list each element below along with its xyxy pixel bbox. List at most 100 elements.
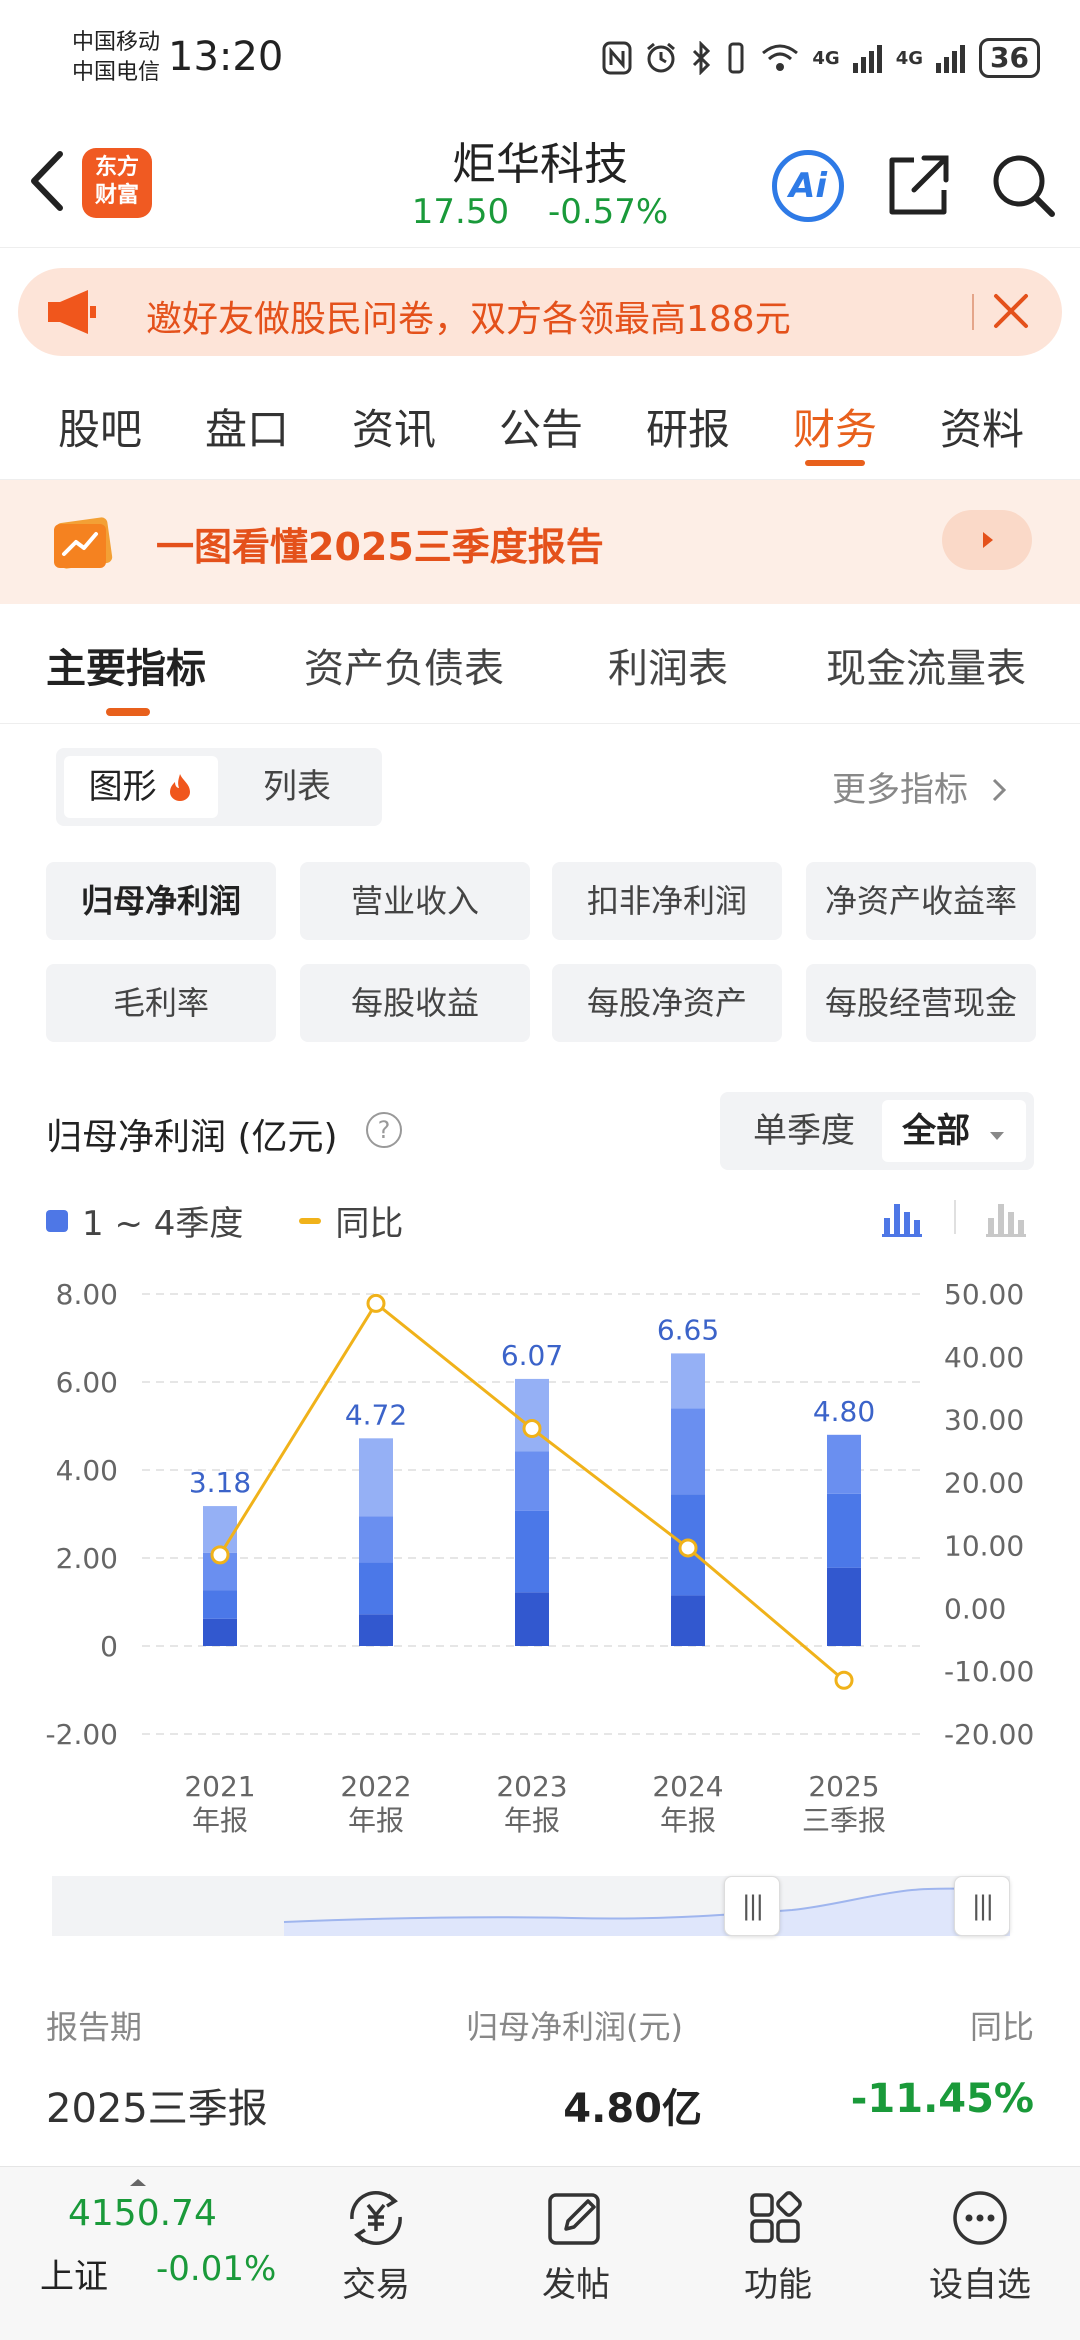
legend-line-swatch	[299, 1217, 322, 1224]
index-name[interactable]: 上证	[40, 2257, 108, 2297]
metric-chip-revenue[interactable]: 营业收入	[300, 862, 530, 940]
help-icon[interactable]: ?	[366, 1112, 402, 1148]
metric-chip-gross-margin[interactable]: 毛利率	[46, 964, 276, 1042]
bar-chart-icon[interactable]	[984, 1196, 1028, 1240]
yoy-point	[366, 1293, 386, 1313]
bar-total-label: 4.80	[813, 1395, 875, 1428]
tab-pankou[interactable]: 盘口	[187, 396, 307, 457]
signal-icon-2	[936, 45, 966, 73]
tab-announcements[interactable]: 公告	[481, 396, 601, 457]
megaphone-icon	[48, 290, 96, 334]
y-left-tick-label: 4.00	[56, 1454, 118, 1487]
metric-chip-roe[interactable]: 净资产收益率	[806, 862, 1036, 940]
bar-segment-q1	[203, 1618, 237, 1646]
bar-segment-q3	[827, 1434, 861, 1494]
promo-text: 邀好友做股民问卷，双方各领最高188元	[146, 299, 791, 340]
y-right-tick-label: 10.00	[944, 1529, 1024, 1562]
back-icon[interactable]	[22, 146, 72, 216]
report-banner[interactable]: 一图看懂2025三季度报告	[0, 480, 1080, 604]
tab-profile[interactable]: 资料	[922, 396, 1042, 457]
more-metrics-link[interactable]: 更多指标	[832, 762, 1011, 811]
promo-banner[interactable]: 邀好友做股民问卷，双方各领最高188元	[18, 268, 1062, 356]
app-logo[interactable]: 东方 财富	[82, 148, 152, 218]
nav-label: 设自选	[929, 2265, 1031, 2305]
period-switch: 单季度 全部	[720, 1092, 1034, 1170]
index-value[interactable]: 4150.74	[68, 2193, 217, 2234]
search-icon[interactable]	[988, 150, 1058, 220]
bar-total-label: 3.18	[189, 1466, 251, 1499]
fire-icon	[170, 774, 191, 801]
ai-assistant-button[interactable]: Ai	[772, 150, 844, 222]
chart-title: 归母净利润 (亿元)	[46, 1117, 338, 1158]
metric-chip-eps[interactable]: 每股收益	[300, 964, 530, 1042]
bar-segment-q3	[671, 1408, 705, 1495]
more-metrics-label: 更多指标	[832, 770, 968, 810]
slider-right-handle[interactable]: |||	[954, 1876, 1010, 1936]
stacked-bar-chart-icon[interactable]	[880, 1196, 924, 1240]
view-chart-label: 图形	[88, 767, 157, 807]
stock-header: 东方 财富 炬华科技 17.50 -0.57% Ai	[0, 120, 1080, 248]
close-icon[interactable]	[990, 290, 1032, 332]
yoy-point	[678, 1538, 698, 1558]
slider-left-handle[interactable]: |||	[724, 1876, 780, 1936]
report-go-button[interactable]	[942, 510, 1032, 570]
signal-label-1: 4G	[812, 47, 840, 69]
report-banner-text: 一图看懂2025三季度报告	[156, 525, 604, 569]
legend-line-label: 同比	[335, 1204, 404, 1244]
bluetooth-icon	[693, 41, 711, 75]
active-subtab-indicator	[106, 708, 150, 716]
subtab-balance-sheet[interactable]: 资产负债表	[304, 636, 504, 694]
chart-legend: 1 ~ 4季度 同比	[46, 1196, 403, 1245]
metric-chip-net-profit[interactable]: 归母净利润	[46, 862, 276, 940]
active-tab-indicator	[805, 460, 865, 466]
period-all-dropdown[interactable]: 全部	[882, 1100, 1026, 1162]
index-change[interactable]: -0.01%	[156, 2249, 277, 2289]
nav-functions[interactable]: 功能	[708, 2189, 848, 2306]
share-icon[interactable]	[884, 150, 954, 220]
tab-guba[interactable]: 股吧	[40, 396, 160, 457]
post-edit-icon	[548, 2193, 600, 2245]
y-right-tick-label: 40.00	[944, 1341, 1024, 1374]
metric-chip-bvps[interactable]: 每股净资产	[552, 964, 782, 1042]
apps-grid-icon	[750, 2191, 802, 2243]
bar-segment-q4	[359, 1438, 393, 1517]
stock-name: 炬华科技	[452, 139, 628, 190]
period-single-quarter[interactable]: 单季度	[753, 1111, 855, 1151]
view-list-button[interactable]: 列表	[263, 767, 331, 807]
logo-text-1: 东方	[94, 155, 139, 180]
yoy-point	[210, 1545, 230, 1565]
nav-post[interactable]: 发帖	[506, 2189, 646, 2306]
signal-label-2: 4G	[895, 47, 924, 69]
tab-label: 财务	[792, 405, 877, 454]
bar-segment-q3	[515, 1451, 549, 1511]
bar-total-label: 6.07	[501, 1339, 563, 1372]
carrier-2: 中国电信	[72, 60, 161, 85]
status-bar: 中国移动 中国电信 13:20 4G 4G 36	[0, 0, 1080, 120]
caret-down-icon	[989, 1132, 1004, 1140]
yoy-point	[834, 1670, 854, 1690]
bar-segment-q4	[671, 1353, 705, 1409]
x-tick-label-type: 年报	[504, 1804, 560, 1837]
subtab-cash-flow[interactable]: 现金流量表	[826, 636, 1026, 694]
subtab-label: 现金流量表	[826, 646, 1026, 692]
nav-label: 交易	[342, 2265, 410, 2305]
view-chart-button[interactable]: 图形	[64, 756, 218, 818]
tab-news[interactable]: 资讯	[334, 396, 454, 457]
trade-yuan-icon	[350, 2191, 402, 2245]
subtab-key-metrics[interactable]: 主要指标	[46, 636, 206, 716]
metric-chip-ocfps[interactable]: 每股经营现金	[806, 964, 1036, 1042]
bar-segment-q4	[203, 1506, 237, 1553]
y-right-tick-label: 50.00	[944, 1278, 1024, 1311]
range-slider[interactable]: ||| |||	[52, 1876, 1010, 1936]
nav-add-watchlist[interactable]: 设自选	[910, 2189, 1050, 2306]
subtab-income-statement[interactable]: 利润表	[608, 636, 728, 694]
signal-icon-1	[852, 45, 882, 73]
metric-chip-deducted-profit[interactable]: 扣非净利润	[552, 862, 782, 940]
tab-finance[interactable]: 财务	[775, 396, 895, 466]
bar-segment-q2	[203, 1590, 237, 1619]
y-left-tick-label: 0	[100, 1630, 118, 1663]
bar-segment-q1	[359, 1614, 393, 1646]
tab-research[interactable]: 研报	[628, 396, 748, 457]
nav-trade[interactable]: 交易	[306, 2189, 446, 2306]
y-right-tick-label: 30.00	[944, 1404, 1024, 1437]
